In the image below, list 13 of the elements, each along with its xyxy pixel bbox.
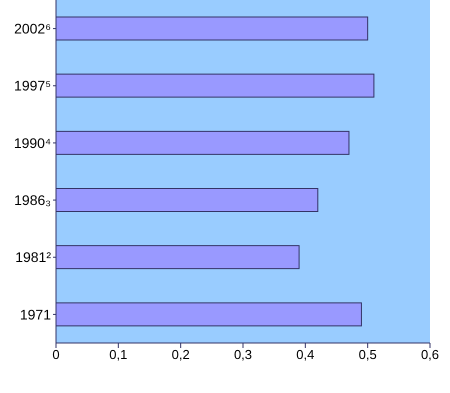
x-tick-label: 0,2 <box>172 347 190 362</box>
y-tick-label: 1990⁴ <box>14 134 51 151</box>
y-tick-label: 1986₃ <box>14 192 51 208</box>
y-tick-label: 1997⁵ <box>14 78 51 94</box>
x-tick-label: 0,3 <box>234 347 252 362</box>
x-tick-label: 0,1 <box>109 347 128 362</box>
x-tick-label: 0 <box>52 347 60 362</box>
x-tick-label: 0,5 <box>358 347 377 362</box>
x-tick-label: 0,4 <box>296 347 314 362</box>
y-tick-label: 1981² <box>15 249 52 266</box>
x-tick-label: 0,6 <box>420 347 440 362</box>
y-tick-label: 2002⁶ <box>14 20 51 37</box>
y-tick-label: 1971 <box>20 306 52 322</box>
